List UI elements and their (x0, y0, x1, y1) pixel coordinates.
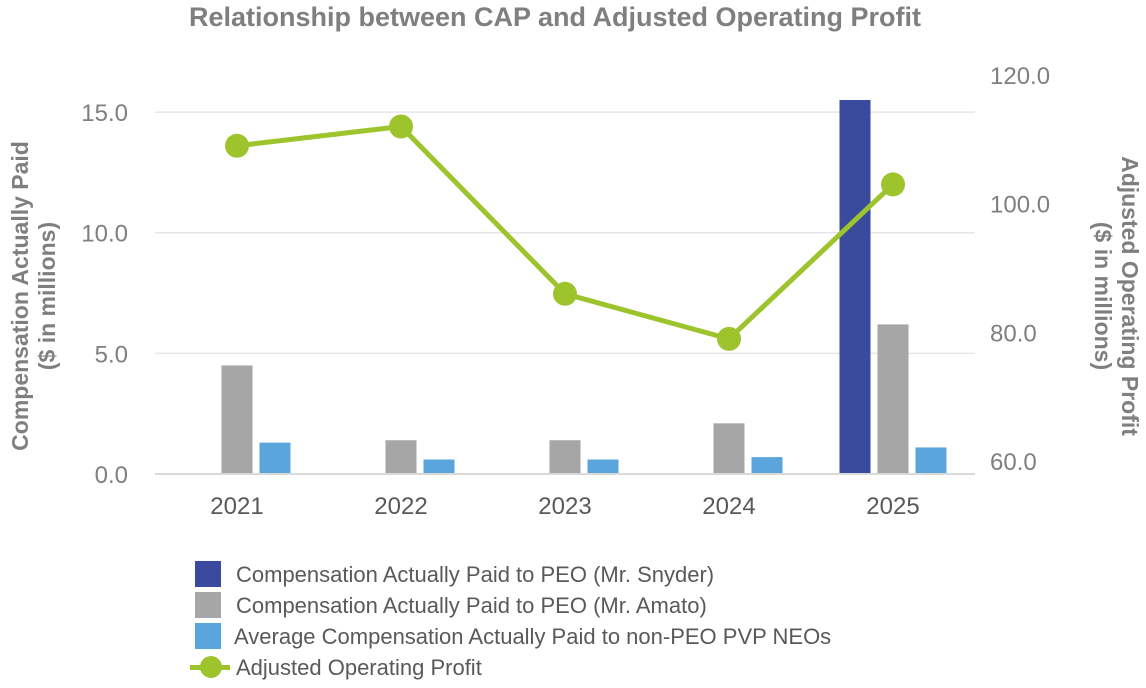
right-axis-title-line2: ($ in millions) (1090, 222, 1116, 370)
aop-point (225, 133, 249, 158)
bar (259, 442, 291, 474)
legend-swatch-amato (195, 592, 221, 618)
right-tick-label: 60.0 (990, 449, 1037, 476)
bar (713, 423, 745, 474)
aop-point (717, 326, 741, 351)
aop-point (881, 172, 905, 197)
bar (751, 457, 783, 474)
x-tick-label: 2021 (210, 493, 263, 520)
left-tick-label: 0.0 (95, 462, 128, 489)
x-tick-label: 2022 (374, 493, 427, 520)
legend-label-aop: Adjusted Operating Profit (236, 655, 482, 680)
bar (587, 459, 619, 474)
bar (839, 100, 871, 474)
left-axis-title-line1: Compensation Actually Paid (7, 141, 33, 451)
right-axis-title: Adjusted Operating Profit ($ in millions… (1090, 156, 1143, 436)
legend-label-snyder: Compensation Actually Paid to PEO (Mr. S… (236, 562, 715, 587)
bar (385, 440, 417, 474)
legend-label-neos: Average Compensation Actually Paid to no… (234, 624, 832, 649)
bar (877, 324, 909, 474)
chart-title: Relationship between CAP and Adjusted Op… (188, 2, 922, 32)
left-tick-label: 5.0 (95, 341, 128, 368)
legend-swatch-neos (195, 623, 221, 649)
x-tick-label: 2025 (866, 493, 919, 520)
x-tick-label: 2023 (538, 493, 591, 520)
right-axis-title-line1: Adjusted Operating Profit (1117, 156, 1143, 436)
left-axis-title: Compensation Actually Paid ($ in million… (7, 141, 60, 451)
bar (549, 440, 581, 474)
left-tick-label: 15.0 (81, 100, 128, 127)
x-tick-label: 2024 (702, 493, 755, 520)
chart-plot: 0.0 5.0 10.0 15.0 60.0 80.0 100.0 120.0 2021 2022… (7, 63, 1143, 520)
legend-marker-aop (200, 656, 222, 678)
aop-point (553, 281, 577, 306)
bar (423, 459, 455, 474)
right-tick-label: 120.0 (990, 63, 1050, 90)
legend-label-amato: Compensation Actually Paid to PEO (Mr. A… (236, 593, 707, 618)
bars (221, 100, 947, 474)
left-axis-title-line2: ($ in millions) (34, 222, 60, 370)
aop-point (389, 114, 413, 139)
line-series (225, 114, 905, 351)
left-tick-label: 10.0 (81, 221, 128, 248)
bar (221, 365, 253, 474)
axes: 0.0 5.0 10.0 15.0 60.0 80.0 100.0 120.0 2021 2022… (81, 63, 1050, 520)
bar (915, 447, 947, 474)
right-tick-label: 100.0 (990, 192, 1050, 219)
legend-swatch-snyder (195, 561, 221, 587)
right-tick-label: 80.0 (990, 320, 1037, 347)
